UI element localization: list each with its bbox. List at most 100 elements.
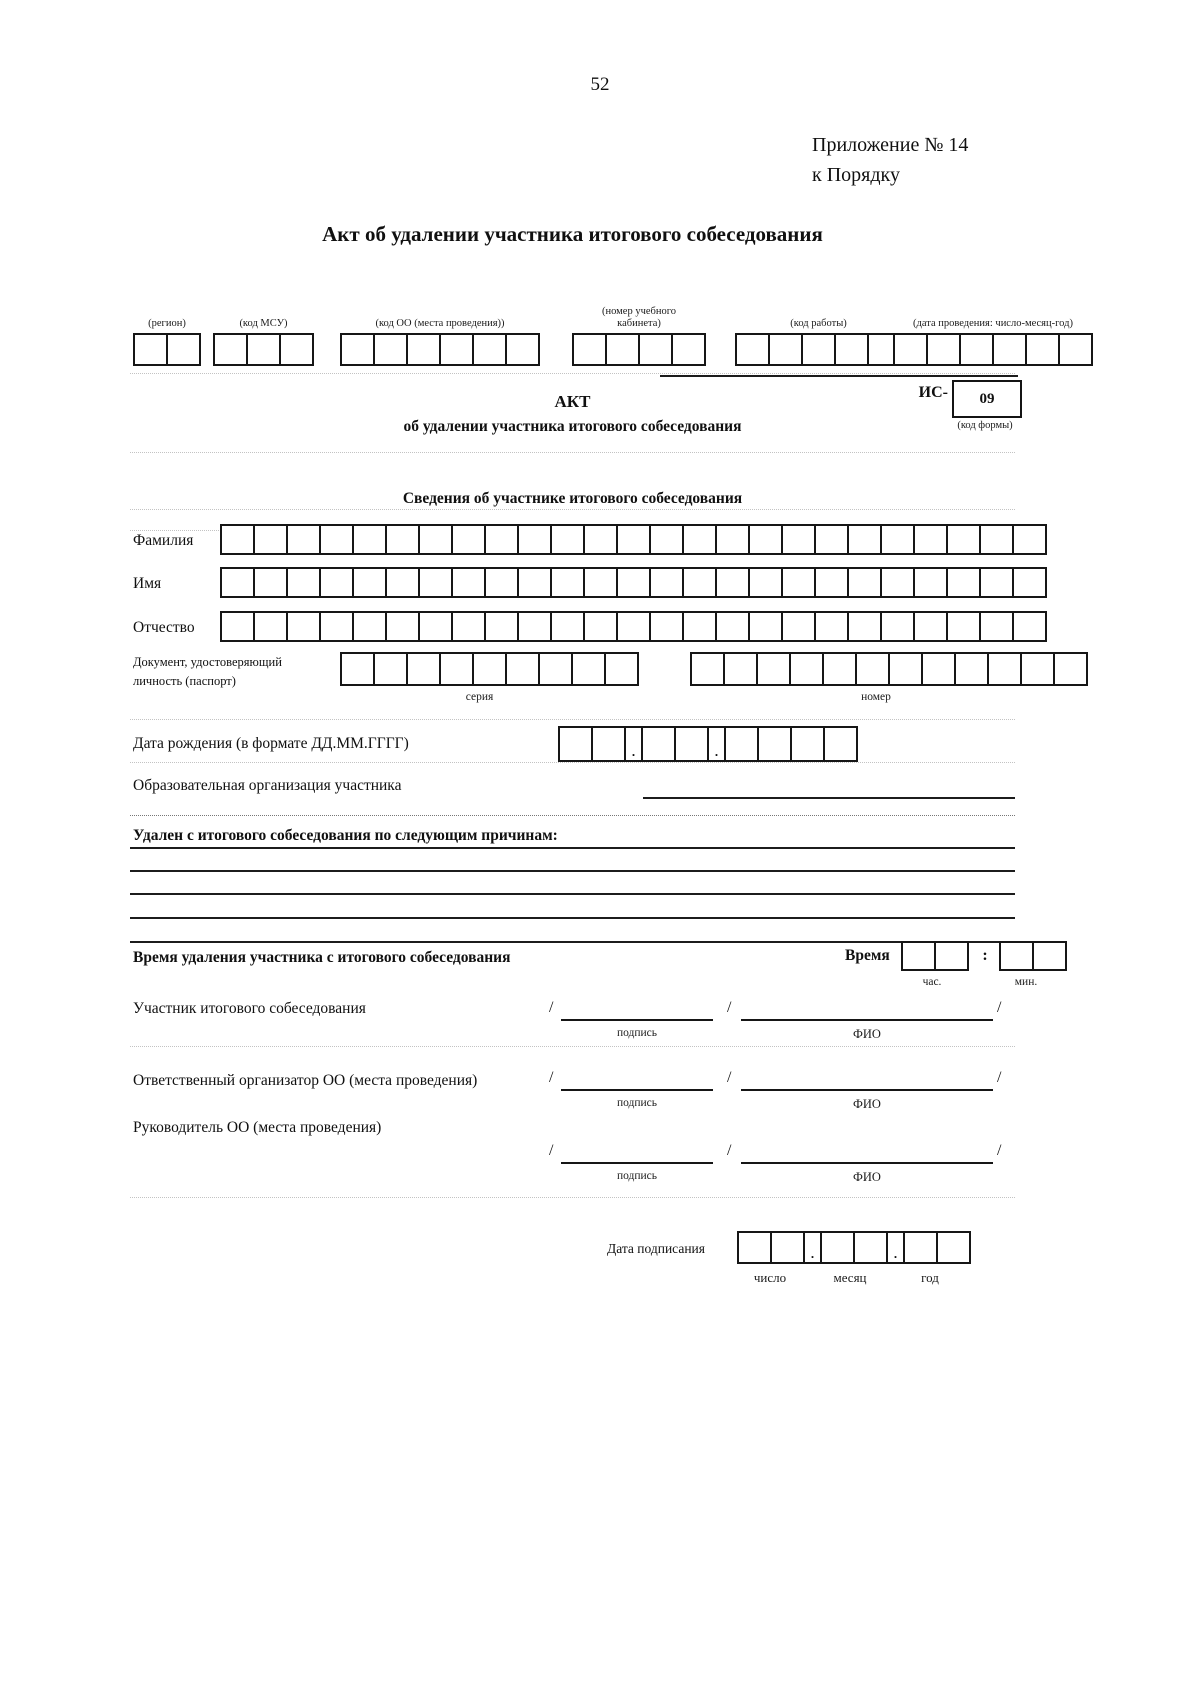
- code-cells: [893, 333, 1093, 366]
- fio-caption: ФИО: [853, 1170, 881, 1184]
- birth-date-cells: . .: [558, 726, 858, 762]
- form-cell: [913, 611, 948, 642]
- form-cell: [770, 1231, 805, 1264]
- form-cell: [220, 567, 255, 598]
- birth-date-label: Дата рождения (в формате ДД.ММ.ГГГГ): [133, 735, 409, 752]
- form-cell: [979, 524, 1014, 555]
- form-cell: [987, 652, 1022, 686]
- code-group-work: (код работы): [735, 318, 902, 366]
- form-cell: [604, 652, 639, 686]
- form-cell: [936, 1231, 971, 1264]
- form-cell: [781, 524, 816, 555]
- header-rule: [660, 375, 1018, 377]
- form-cell: [517, 567, 552, 598]
- organization-write-line-2: [130, 815, 1015, 816]
- form-cell: [820, 1231, 855, 1264]
- form-cell: [505, 652, 540, 686]
- fio-line: [741, 1142, 993, 1164]
- form-cell: [246, 333, 281, 366]
- form-cell: [472, 652, 507, 686]
- form-cell: [133, 333, 168, 366]
- form-cell: [220, 611, 255, 642]
- code-group-oo: (код ОО (места проведения)): [340, 318, 540, 366]
- slash: /: [727, 1142, 732, 1159]
- form-cell: [253, 524, 288, 555]
- form-cell: [279, 333, 314, 366]
- slash: /: [997, 999, 1002, 1016]
- code-group-room: (номер учебного кабинета): [572, 306, 706, 366]
- identity-document-label: Документ, удостоверяющий личность (паспо…: [133, 655, 282, 688]
- form-cell: [1032, 941, 1067, 971]
- form-cell: [682, 567, 717, 598]
- form-cell: [748, 567, 783, 598]
- form-cell: [439, 652, 474, 686]
- organization-write-line: [643, 797, 1015, 799]
- annex-reference: Приложение № 14 к Порядку: [812, 130, 968, 190]
- form-cell: [550, 611, 585, 642]
- firstname-label: Имя: [133, 575, 162, 592]
- colon-separator: :: [982, 947, 988, 964]
- form-cell: [253, 611, 288, 642]
- removal-time-label: Время удаления участника с итогового соб…: [133, 949, 511, 966]
- form-cell: [893, 333, 928, 366]
- form-cell: [385, 567, 420, 598]
- reasons-line: [130, 847, 1015, 849]
- form-cell: [814, 524, 849, 555]
- slash: /: [549, 999, 554, 1016]
- minutes-caption: мин.: [1014, 976, 1038, 988]
- signature-caption: подпись: [616, 1027, 658, 1039]
- slash: /: [997, 1142, 1002, 1159]
- page-number: 52: [590, 74, 610, 95]
- form-cell: [880, 567, 915, 598]
- act-subtitle: об удалении участника итогового собеседо…: [403, 418, 742, 435]
- reasons-line: [130, 870, 1015, 872]
- scan-artifact-line: [130, 509, 1015, 510]
- form-cell: [439, 333, 474, 366]
- removal-time-cells: :: [901, 941, 1067, 971]
- form-cell: [999, 941, 1034, 971]
- form-cell: [757, 726, 792, 762]
- slash: /: [727, 999, 732, 1016]
- slash: /: [997, 1069, 1002, 1086]
- annex-line-2: к Порядку: [812, 164, 900, 186]
- form-cell: [822, 652, 857, 686]
- participant-section-heading: Сведения об участнике итогового собеседо…: [402, 490, 743, 507]
- form-cell: [220, 524, 255, 555]
- form-cell: [946, 524, 981, 555]
- signature-line: [561, 1069, 713, 1091]
- surname-label: Фамилия: [133, 532, 194, 549]
- fio-line: [741, 1069, 993, 1091]
- form-cell: [286, 524, 321, 555]
- code-group-msu: (код МСУ): [213, 318, 314, 366]
- form-cell: [385, 611, 420, 642]
- form-cell: [583, 567, 618, 598]
- code-group-label: (регион): [148, 317, 186, 329]
- form-cell: [451, 611, 486, 642]
- passport-number-caption: номер: [861, 691, 891, 703]
- participant-signature-label: Участник итогового собеседования: [133, 1000, 366, 1017]
- form-cell: [723, 652, 758, 686]
- form-cell: [319, 524, 354, 555]
- code-group-label: (код работы): [790, 317, 847, 329]
- form-cell: [834, 333, 869, 366]
- form-cell: [591, 726, 626, 762]
- form-cell: [913, 524, 948, 555]
- passport-series-cells: [340, 652, 639, 686]
- form-cell: [418, 524, 453, 555]
- form-cell: [484, 611, 519, 642]
- form-cell: [682, 524, 717, 555]
- scan-artifact-line: [130, 719, 1015, 720]
- form-cell: [484, 524, 519, 555]
- form-cell: [748, 611, 783, 642]
- form-cell: [814, 611, 849, 642]
- form-cell: [616, 524, 651, 555]
- form-cell: [418, 567, 453, 598]
- act-title: АКТ: [554, 392, 591, 411]
- form-cell: [1025, 333, 1060, 366]
- organization-label: Образовательная организация участника: [133, 777, 402, 794]
- form-cell: [748, 524, 783, 555]
- form-cell: [616, 611, 651, 642]
- signing-date-cells: . .: [737, 1231, 971, 1264]
- form-code-box: 09: [952, 380, 1022, 418]
